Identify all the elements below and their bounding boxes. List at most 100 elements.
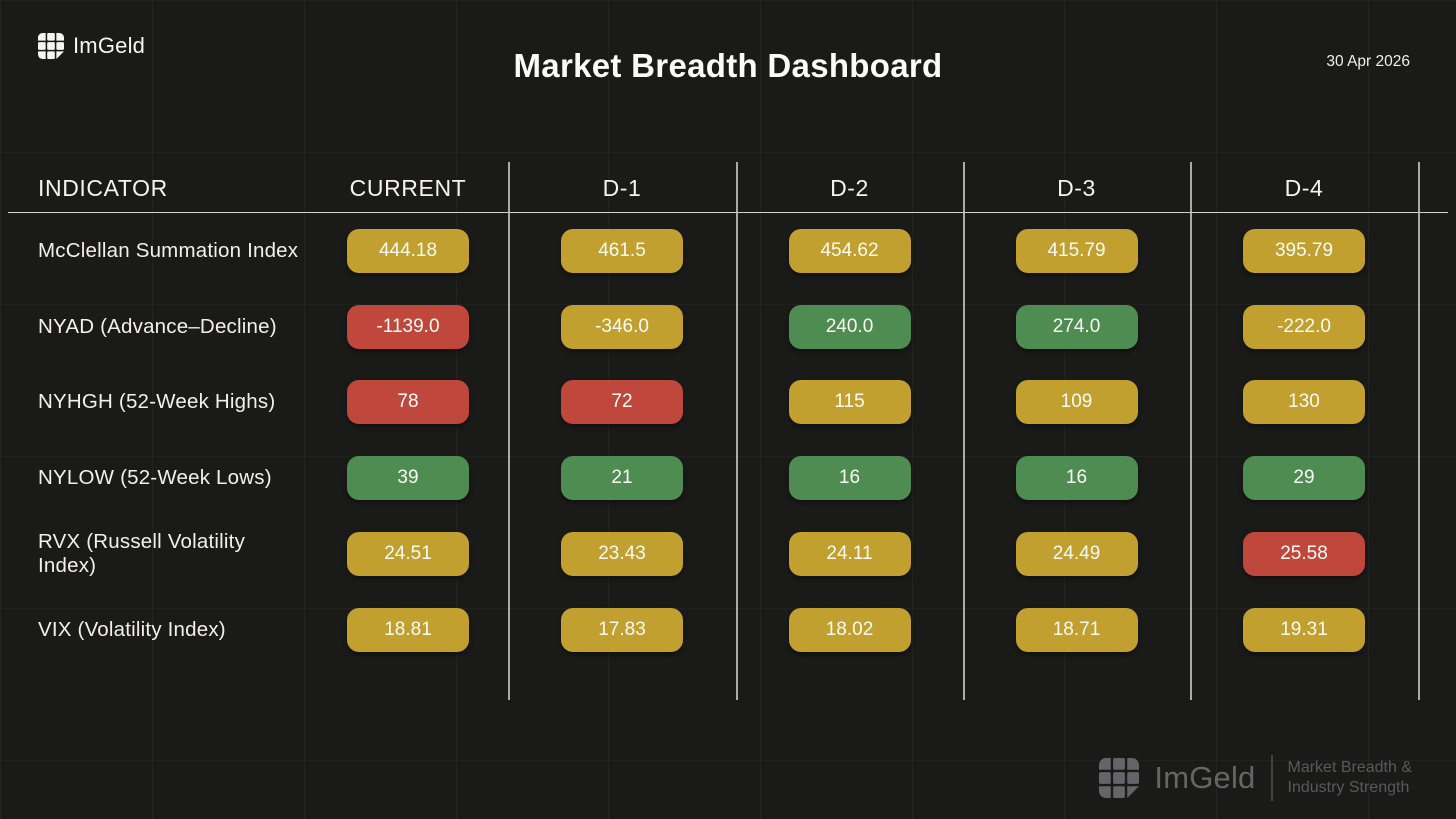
value-pill-green: 16 <box>788 456 911 501</box>
brand-logo: ImGeld <box>38 33 145 59</box>
value-cell: 39 <box>308 440 508 516</box>
row-label: VIX (Volatility Index) <box>38 617 226 641</box>
value-cell: 274.0 <box>963 289 1190 365</box>
indicator-cell: NYLOW (52-Week Lows) <box>8 440 308 516</box>
value-cell: -222.0 <box>1190 289 1418 365</box>
value-pill-red: 72 <box>561 380 683 425</box>
indicator-cell: VIX (Volatility Index) <box>8 592 308 668</box>
value-pill-green: 39 <box>347 456 469 501</box>
value-cell: 24.49 <box>963 516 1190 592</box>
table-row: VIX (Volatility Index) 18.81 17.83 18.02 18… <box>8 592 1448 668</box>
column-divider <box>736 162 738 700</box>
column-header-d3: D-3 <box>1057 175 1096 201</box>
value-pill-green: 29 <box>1243 456 1365 501</box>
table-header-row: INDICATOR CURRENT D-1 D-2 D-3 D-4 <box>8 165 1448 213</box>
breadth-table: INDICATOR CURRENT D-1 D-2 D-3 D-4 McClel… <box>8 162 1448 700</box>
brand-name: ImGeld <box>73 33 146 58</box>
table-row: McClellan Summation Index 444.18 461.5 454… <box>8 213 1448 289</box>
value-pill-red: 25.58 <box>1243 532 1365 577</box>
value-cell: 25.58 <box>1190 516 1418 592</box>
report-date: 30 Apr 2026 <box>1326 53 1410 70</box>
indicator-cell: NYHGH (52-Week Highs) <box>8 365 308 441</box>
value-pill-amber: 23.43 <box>561 532 683 577</box>
indicator-cell: McClellan Summation Index <box>8 213 308 289</box>
value-pill-green: 274.0 <box>1015 304 1138 349</box>
value-cell: -346.0 <box>508 289 736 365</box>
value-pill-amber: 24.51 <box>347 532 469 577</box>
footer-brand-name: ImGeld <box>1154 760 1256 795</box>
value-cell: 24.51 <box>308 516 508 592</box>
value-cell: 16 <box>963 440 1190 516</box>
column-divider <box>1190 162 1192 700</box>
value-cell: 17.83 <box>508 592 736 668</box>
value-cell: 24.11 <box>736 516 963 592</box>
table-row: NYAD (Advance–Decline) -1139.0 -346.0 240.… <box>8 289 1448 365</box>
column-header-current: CURRENT <box>349 175 467 201</box>
row-label: NYHGH (52-Week Highs) <box>38 390 276 414</box>
value-pill-green: 16 <box>1015 456 1138 501</box>
table-row: NYLOW (52-Week Lows) 39 21 16 16 29 <box>8 440 1448 516</box>
footer-brand: ImGeld Market Breadth & Industry Strengt… <box>1099 755 1412 801</box>
footer-tagline-line1: Market Breadth & <box>1287 759 1413 776</box>
value-cell: 16 <box>736 440 963 516</box>
value-pill-green: 240.0 <box>788 304 911 349</box>
footer-separator <box>1270 755 1273 801</box>
column-header-d4: D-4 <box>1284 175 1324 201</box>
indicator-cell: NYAD (Advance–Decline) <box>8 289 308 365</box>
value-pill-amber: 461.5 <box>561 228 683 273</box>
row-label: NYAD (Advance–Decline) <box>38 314 277 338</box>
value-cell: 18.71 <box>963 592 1190 668</box>
value-cell: 454.62 <box>736 213 963 289</box>
footer-tagline: Market Breadth & Industry Strength <box>1288 758 1413 798</box>
value-cell: 461.5 <box>508 213 736 289</box>
imgeld-grid-icon <box>1099 758 1140 798</box>
value-cell: 130 <box>1190 365 1418 441</box>
value-pill-amber: 130 <box>1243 380 1365 425</box>
table-body: McClellan Summation Index 444.18 461.5 454… <box>8 213 1448 668</box>
row-label: RVX (Russell Volatility Index) <box>38 530 246 578</box>
value-cell: 21 <box>508 440 736 516</box>
value-pill-amber: 18.02 <box>788 607 911 652</box>
column-divider <box>508 162 510 700</box>
value-pill-red: -1139.0 <box>347 304 469 349</box>
value-cell: 78 <box>308 365 508 441</box>
value-cell: -1139.0 <box>308 289 508 365</box>
value-cell: 109 <box>963 365 1190 441</box>
table-row: RVX (Russell Volatility Index) 24.51 23.4… <box>8 516 1448 592</box>
table-row: NYHGH (52-Week Highs) 78 72 115 109 130 <box>8 365 1448 441</box>
value-pill-green: 21 <box>561 456 683 501</box>
value-pill-amber: 415.79 <box>1015 228 1138 273</box>
indicator-cell: RVX (Russell Volatility Index) <box>8 516 308 592</box>
footer-tagline-line2: Industry Strength <box>1287 779 1410 796</box>
value-pill-red: 78 <box>347 380 469 425</box>
value-cell: 18.81 <box>308 592 508 668</box>
column-divider <box>963 162 965 700</box>
column-header-d1: D-1 <box>602 175 642 201</box>
value-pill-amber: 24.49 <box>1015 532 1138 577</box>
column-header-d2: D-2 <box>830 175 869 201</box>
row-label: NYLOW (52-Week Lows) <box>38 466 272 490</box>
value-cell: 18.02 <box>736 592 963 668</box>
value-pill-amber: 19.31 <box>1243 607 1365 652</box>
value-cell: 444.18 <box>308 213 508 289</box>
value-pill-amber: 17.83 <box>561 607 683 652</box>
value-cell: 29 <box>1190 440 1418 516</box>
value-cell: 115 <box>736 365 963 441</box>
value-cell: 72 <box>508 365 736 441</box>
value-cell: 415.79 <box>963 213 1190 289</box>
page-title: Market Breadth Dashboard <box>513 47 943 84</box>
column-divider <box>1418 162 1420 700</box>
value-pill-amber: 454.62 <box>788 228 911 273</box>
value-pill-amber: 109 <box>1015 380 1138 425</box>
value-pill-amber: 24.11 <box>788 532 911 577</box>
column-header-indicator: INDICATOR <box>38 175 168 201</box>
value-cell: 395.79 <box>1190 213 1418 289</box>
value-pill-amber: 444.18 <box>347 228 469 273</box>
value-cell: 19.31 <box>1190 592 1418 668</box>
row-label: McClellan Summation Index <box>38 238 299 262</box>
imgeld-grid-icon <box>38 33 64 59</box>
value-pill-amber: 115 <box>788 380 911 425</box>
value-pill-amber: 18.81 <box>347 607 469 652</box>
value-cell: 240.0 <box>736 289 963 365</box>
